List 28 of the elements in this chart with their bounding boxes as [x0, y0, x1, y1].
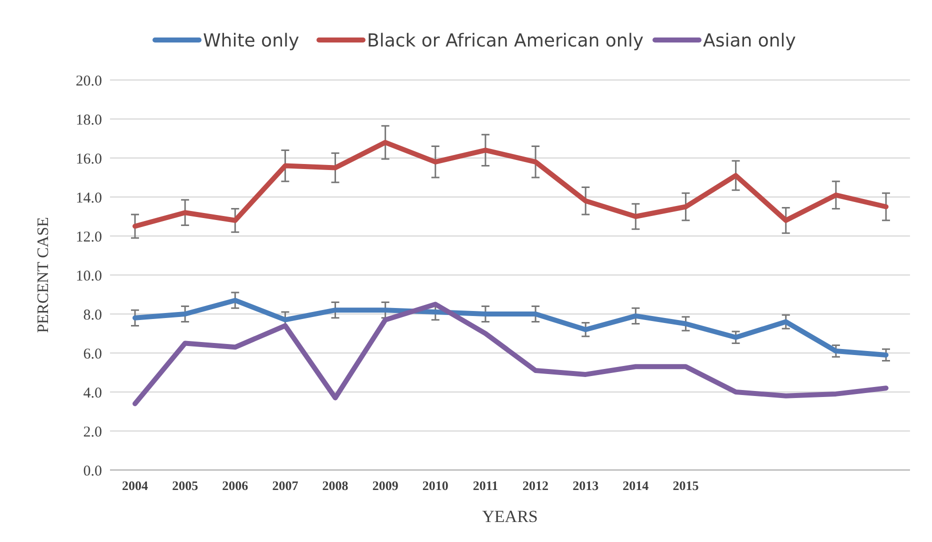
legend-label: Black or African American only: [367, 30, 644, 52]
y-axis-title: PERCENT CASE: [35, 217, 52, 333]
x-tick-label: 2009: [372, 478, 399, 493]
legend-label: White only: [203, 30, 300, 52]
x-tick-label: 2007: [272, 478, 299, 493]
y-tick-label: 10.0: [76, 268, 102, 284]
x-tick-label: 2008: [322, 478, 349, 493]
y-tick-label: 2.0: [83, 424, 102, 440]
x-tick-label: 2014: [622, 478, 650, 493]
y-tick-label: 16.0: [76, 151, 102, 168]
x-tick-label: 2012: [522, 478, 549, 493]
y-tick-label: 20.0: [76, 73, 102, 90]
x-tick-label: 2013: [572, 478, 600, 493]
y-tick-label: 4.0: [83, 385, 102, 402]
x-tick-label: 2006: [222, 478, 249, 493]
x-tick-label: 2015: [672, 478, 700, 493]
y-tick-label: 14.0: [76, 190, 102, 206]
y-tick-label: 0.0: [83, 463, 102, 480]
x-axis-title: YEARS: [482, 507, 538, 526]
y-tick-label: 6.0: [83, 346, 102, 362]
x-tick-label: 2010: [422, 478, 448, 493]
x-tick-label: 2011: [472, 478, 498, 493]
y-tick-label: 18.0: [76, 112, 102, 128]
legend-label: Asian only: [703, 30, 796, 52]
y-tick-label: 8.0: [83, 307, 102, 324]
x-tick-label: 2005: [172, 478, 199, 493]
y-tick-label: 12.0: [76, 229, 102, 246]
x-tick-label: 2004: [122, 478, 148, 493]
